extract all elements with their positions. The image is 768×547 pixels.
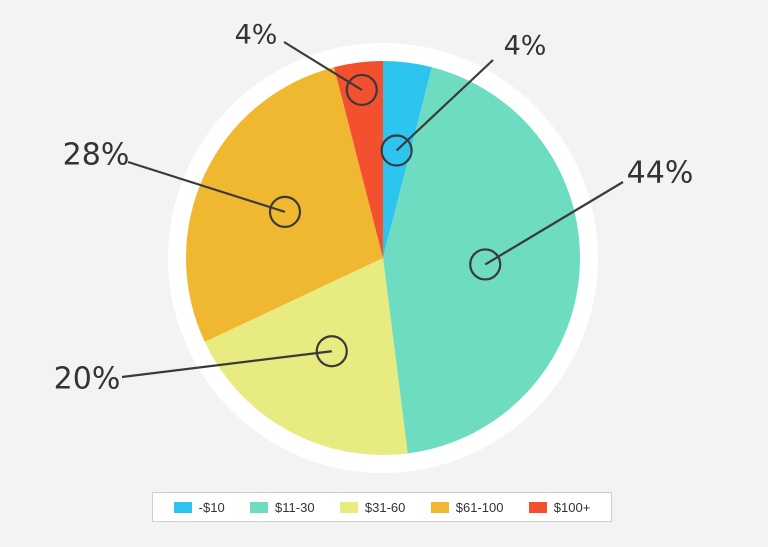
callout-marker-1	[469, 248, 502, 281]
data-label-0: 4%	[504, 31, 547, 62]
legend-swatch	[339, 501, 358, 513]
data-label-4: 4%	[235, 20, 278, 51]
legend: -$10 $11-30 $31-60 $61-100 $100+	[152, 492, 612, 522]
data-label-2: 20%	[54, 362, 121, 397]
data-label-3: 28%	[63, 138, 130, 173]
legend-item[interactable]: -$10	[173, 499, 225, 515]
legend-label: $31-60	[364, 499, 406, 515]
callout-line-0	[395, 59, 494, 152]
legend-swatch	[250, 501, 269, 513]
callout-marker-2	[315, 335, 348, 368]
legend-swatch	[430, 501, 449, 513]
pie-slice-31-60	[204, 258, 408, 455]
pie-slice-11-30	[383, 67, 580, 454]
legend-label: $61-100	[455, 499, 504, 515]
callout-line-1	[484, 181, 624, 266]
callout-line-2	[121, 350, 332, 379]
legend-swatch	[528, 501, 547, 513]
legend-swatch	[173, 501, 192, 513]
pie-chart-canvas: 4% 44% 20% 28% 4%	[54, 20, 694, 473]
callout-marker-0	[380, 134, 413, 167]
pie-slice-61-100	[186, 67, 383, 342]
callout-marker-4	[345, 73, 378, 107]
pie-slice-100	[334, 61, 383, 258]
legend-label: -$10	[198, 499, 225, 515]
legend-label: $11-30	[275, 499, 315, 515]
callout-line-3	[127, 160, 286, 213]
callout-marker-3	[268, 195, 302, 228]
legend-item[interactable]: $100+	[528, 499, 591, 515]
legend-label: $100+	[553, 499, 591, 515]
data-label-1: 44%	[627, 156, 694, 191]
legend-item[interactable]: $11-30	[250, 500, 315, 515]
legend-item[interactable]: $31-60	[339, 499, 406, 515]
legend-item[interactable]: $61-100	[430, 499, 504, 515]
